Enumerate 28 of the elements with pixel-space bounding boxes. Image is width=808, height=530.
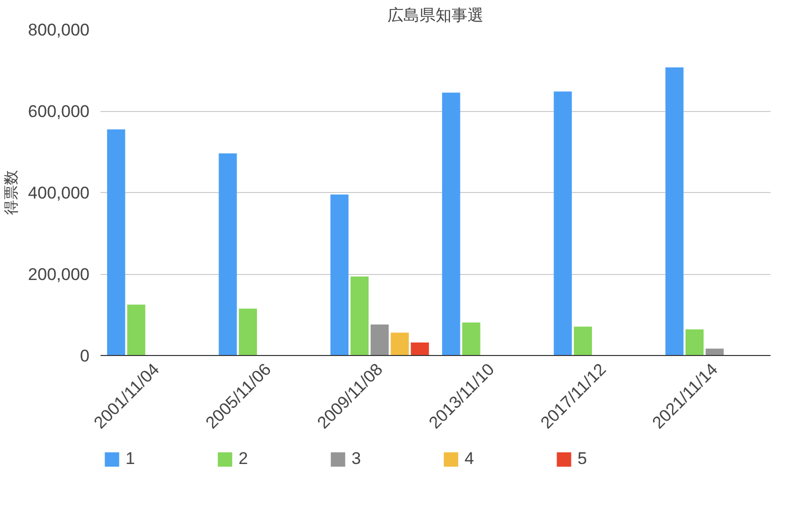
legend-label: 1 [126,449,136,469]
legend-label: 2 [238,449,249,469]
y-tick-label: 600,000 [28,102,90,121]
bar [127,304,146,356]
y-tick-label: 0 [80,346,90,366]
bar [370,324,389,356]
legend-label: 5 [578,449,588,469]
bar [665,67,684,356]
bar [686,329,704,356]
bar [390,332,409,356]
bar [462,322,480,356]
y-tick-label: 800,000 [28,20,90,40]
y-tick-label: 400,000 [28,184,90,202]
y-tick-label: 200,000 [28,265,90,284]
bar [442,92,460,356]
y-axis-title: 得票数 [3,170,20,215]
bar [218,153,237,356]
bar [706,348,724,356]
bar [554,91,572,356]
chart-title: 広島県知事選 [388,6,484,24]
bar [350,276,369,356]
bar [410,342,429,356]
legend-label: 3 [352,449,362,469]
bar [107,129,126,356]
bar [238,308,257,356]
legend-label: 4 [464,449,475,469]
bar [574,326,592,356]
bar [330,194,349,356]
